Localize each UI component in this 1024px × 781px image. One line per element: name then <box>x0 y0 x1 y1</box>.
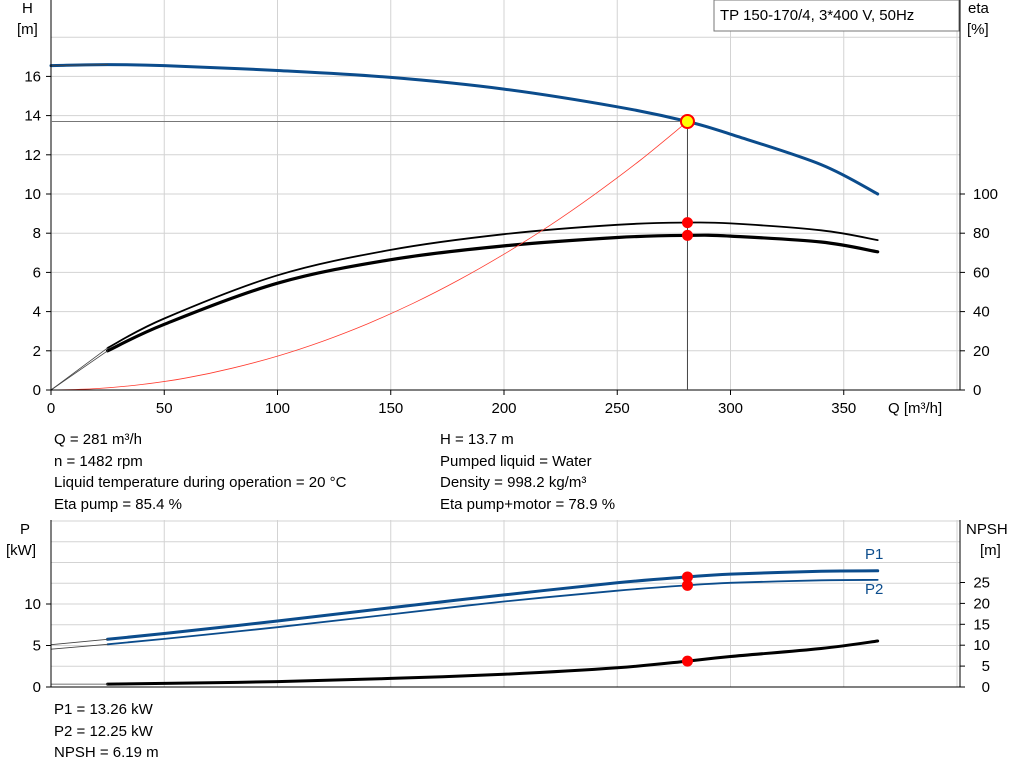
duty-point-marker <box>679 113 695 129</box>
flow-tick-label: 150 <box>378 400 403 417</box>
top-head-extension-curve <box>50 64 108 66</box>
eta-pump-marker <box>681 217 693 229</box>
flow-axis-label: Q [m³/h] <box>888 400 942 417</box>
eta-pump-value: Eta pump = 85.4 % <box>54 495 182 513</box>
p2-curve-label: P2 <box>865 581 883 598</box>
speed-value: n = 1482 rpm <box>54 452 143 470</box>
head-tick-label: 14 <box>24 108 41 125</box>
eta-tick-label: 20 <box>973 343 990 360</box>
operating-info-left: Q = 281 m³/h n = 1482 rpm Liquid tempera… <box>54 429 346 515</box>
head-tick-label: 6 <box>33 264 41 281</box>
power-tick-label: 0 <box>33 679 41 696</box>
npsh-tick-label: 10 <box>973 637 990 654</box>
pump-title: TP 150-170/4, 3*400 V, 50Hz <box>720 7 914 24</box>
p1-curve-label: P1 <box>865 546 883 563</box>
head-tick-label: 12 <box>24 147 41 164</box>
bottom-chart-grid <box>51 520 960 687</box>
head-tick-label: 2 <box>33 343 41 360</box>
head-value: H = 13.7 m <box>440 431 514 448</box>
eta-pump-motor-marker <box>681 229 693 241</box>
flow-tick-label: 0 <box>47 400 55 417</box>
power-tick-label: 10 <box>24 596 41 613</box>
eta-tick-label: 80 <box>973 225 990 242</box>
flow-tick-label: 100 <box>265 400 290 417</box>
eta-tick-label: 60 <box>973 264 990 281</box>
eta-pump-motor-value: Eta pump+motor = 78.9 % <box>440 495 616 513</box>
npsh-axis-unit: [m] <box>980 542 1001 559</box>
top-chart-series <box>49 63 880 391</box>
chart-axes: 0 50 100 150 200 250 300 3500246810121416020406… <box>24 0 998 696</box>
npsh-tick-label: 25 <box>973 575 990 592</box>
npsh-tick-label: 20 <box>973 595 990 612</box>
eta-tick-label: 0 <box>973 382 981 399</box>
top-eta-extension-b-curve <box>50 350 108 391</box>
head-tick-label: 0 <box>33 382 41 399</box>
bottom-P2-extension-curve <box>50 643 108 650</box>
npsh-axis-title: NPSH <box>966 521 1008 538</box>
power-tick-label: 5 <box>33 638 41 655</box>
bottom-P1-extension-curve <box>50 638 108 646</box>
head-axis-title: H <box>22 0 33 17</box>
power-info: P1 = 13.26 kW P2 = 12.25 kW NPSH = 6.19 … <box>54 699 159 764</box>
top-system-curve-curve <box>50 121 688 391</box>
p2-value: P2 = 12.25 kW <box>54 722 153 740</box>
eta-tick-label: 40 <box>973 304 990 321</box>
npsh-tick-label: 0 <box>982 679 990 696</box>
operating-point-markers <box>51 113 695 667</box>
flow-tick-label: 250 <box>605 400 630 417</box>
npsh-tick-label: 5 <box>982 658 990 675</box>
head-axis-unit: [m] <box>17 21 38 38</box>
bottom-chart-series <box>50 569 880 686</box>
power-axis-unit: [kW] <box>6 542 36 559</box>
npsh-value: NPSH = 6.19 m <box>54 744 159 761</box>
eta-tick-label: 100 <box>973 186 998 203</box>
head-tick-label: 16 <box>24 68 41 85</box>
top-eta-pump-curve <box>106 221 879 349</box>
p2-marker <box>681 579 693 591</box>
npsh-marker <box>681 655 693 667</box>
flow-value: Q = 281 m³/h <box>54 431 142 448</box>
top-chart-grid <box>51 0 960 390</box>
bottom-P1-curve <box>106 569 880 641</box>
p1-value: P1 = 13.26 kW <box>54 701 153 718</box>
density-value: Density = 998.2 kg/m³ <box>440 474 587 491</box>
head-tick-label: 10 <box>24 186 41 203</box>
flow-tick-label: 200 <box>491 400 516 417</box>
liquid-temperature-value: Liquid temperature during operation = 20… <box>54 474 347 491</box>
power-axis-title: P <box>20 521 30 538</box>
operating-info-right: H = 13.7 m Pumped liquid = Water Density… <box>440 429 615 515</box>
p1-marker <box>681 571 693 583</box>
eta-axis-title: eta <box>968 0 990 17</box>
bottom-P2-curve <box>106 579 879 646</box>
npsh-tick-label: 15 <box>973 616 990 633</box>
head-tick-label: 4 <box>33 304 41 321</box>
flow-tick-label: 300 <box>718 400 743 417</box>
eta-axis-unit: [%] <box>967 21 989 38</box>
bottom-NPSH-curve <box>106 639 880 686</box>
top-head-curve <box>49 63 880 196</box>
head-tick-label: 8 <box>33 225 41 242</box>
top-eta-pump-motor-curve <box>106 233 880 353</box>
flow-tick-label: 350 <box>831 400 856 417</box>
flow-tick-label: 50 <box>156 400 173 417</box>
pump-title-box <box>713 0 960 32</box>
pumped-liquid-value: Pumped liquid = Water <box>440 452 592 470</box>
